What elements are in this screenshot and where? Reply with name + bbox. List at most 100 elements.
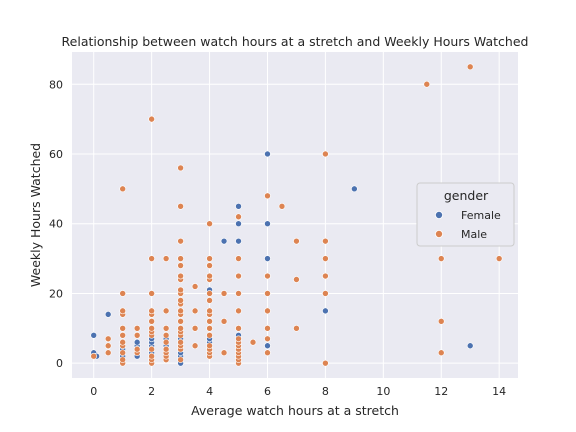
data-point-male [162, 325, 170, 332]
data-point-male [162, 331, 170, 339]
data-point-male [177, 164, 184, 172]
data-point-male [148, 115, 155, 123]
legend-box [416, 182, 515, 247]
data-point-male [206, 290, 213, 297]
data-point-male [177, 356, 184, 363]
data-point-male [264, 307, 271, 315]
data-point-female [90, 331, 98, 339]
data-point-female [264, 342, 271, 350]
data-point-male [437, 349, 445, 357]
data-point-male [206, 272, 213, 280]
data-point-female [235, 202, 242, 210]
data-point-male [177, 318, 184, 325]
data-point-male [322, 150, 329, 158]
data-point-male [235, 325, 242, 332]
data-point-male [206, 318, 213, 325]
data-point-male [206, 342, 213, 350]
data-point-female [133, 338, 141, 346]
data-point-male [119, 185, 126, 193]
data-point-male [293, 237, 300, 245]
data-point-male [235, 290, 242, 297]
data-point-male [264, 290, 271, 297]
y-tick-label: 60 [49, 148, 63, 161]
data-point-male [191, 325, 199, 332]
data-point-male [264, 349, 271, 357]
y-tick-label: 0 [56, 357, 63, 370]
data-point-male [148, 290, 155, 297]
data-point-male [119, 356, 126, 363]
data-point-male [264, 325, 271, 332]
data-point-female [264, 220, 271, 228]
data-point-male [104, 349, 112, 357]
data-point-male [206, 220, 213, 228]
data-point-male [90, 352, 98, 360]
data-point-male [177, 255, 184, 262]
data-point-male [206, 307, 213, 315]
data-point-male [148, 307, 155, 315]
data-point-male [177, 297, 184, 304]
data-point-male [322, 272, 329, 280]
data-point-male [119, 349, 126, 357]
data-point-male [235, 307, 242, 315]
data-point-male [119, 325, 126, 332]
data-point-male [264, 335, 271, 343]
data-point-male [206, 262, 213, 269]
data-point-female [235, 220, 242, 228]
data-point-male [148, 345, 155, 353]
data-point-male [104, 335, 112, 343]
data-point-female [466, 342, 474, 350]
data-point-male [322, 290, 329, 297]
legend: gender Female Male [416, 182, 515, 247]
y-tick-label: 20 [49, 287, 63, 300]
data-point-male [119, 290, 126, 297]
data-point-male [322, 255, 329, 262]
x-axis-label: Average watch hours at a stretch [191, 403, 399, 418]
y-tick-label: 80 [49, 78, 63, 91]
x-tick-label: 8 [322, 385, 329, 398]
data-point-male [437, 318, 445, 325]
data-point-male [177, 237, 184, 245]
data-point-male [119, 338, 126, 346]
legend-title: gender [444, 188, 489, 203]
x-tick-label: 6 [264, 385, 271, 398]
data-point-male [133, 331, 141, 339]
data-point-male [177, 272, 184, 280]
data-point-male [191, 307, 199, 315]
data-point-male [162, 345, 170, 353]
chart-title: Relationship between watch hours at a st… [62, 34, 529, 49]
x-tick-label: 12 [434, 385, 448, 398]
y-axis-ticks: 0 20 40 60 80 [49, 78, 63, 370]
x-tick-label: 0 [90, 385, 97, 398]
data-point-male [119, 331, 126, 339]
data-point-male [177, 325, 184, 332]
data-point-female [220, 237, 228, 245]
data-point-male [104, 342, 112, 350]
data-point-female [104, 311, 112, 318]
data-point-male [322, 237, 329, 245]
data-point-male [264, 192, 271, 200]
data-point-male [177, 202, 184, 210]
data-point-male [162, 255, 170, 262]
data-point-male [177, 338, 184, 346]
data-point-female [264, 255, 271, 262]
data-point-male [278, 202, 286, 210]
legend-marker-female [434, 210, 443, 219]
data-point-male [162, 307, 170, 315]
data-point-male [119, 307, 126, 315]
data-point-male [177, 262, 184, 269]
data-point-male [206, 297, 213, 304]
data-point-female [351, 185, 358, 193]
x-tick-label: 14 [492, 385, 506, 398]
data-point-male [293, 276, 300, 283]
data-points [90, 63, 503, 367]
data-point-male [206, 255, 213, 262]
legend-label-female: Female [461, 209, 501, 222]
data-point-female [235, 237, 242, 245]
data-point-male [148, 255, 155, 262]
data-point-male [206, 331, 213, 339]
data-point-male [148, 318, 155, 325]
data-point-female [264, 150, 271, 158]
data-point-male [235, 213, 242, 221]
data-point-male [249, 338, 257, 346]
